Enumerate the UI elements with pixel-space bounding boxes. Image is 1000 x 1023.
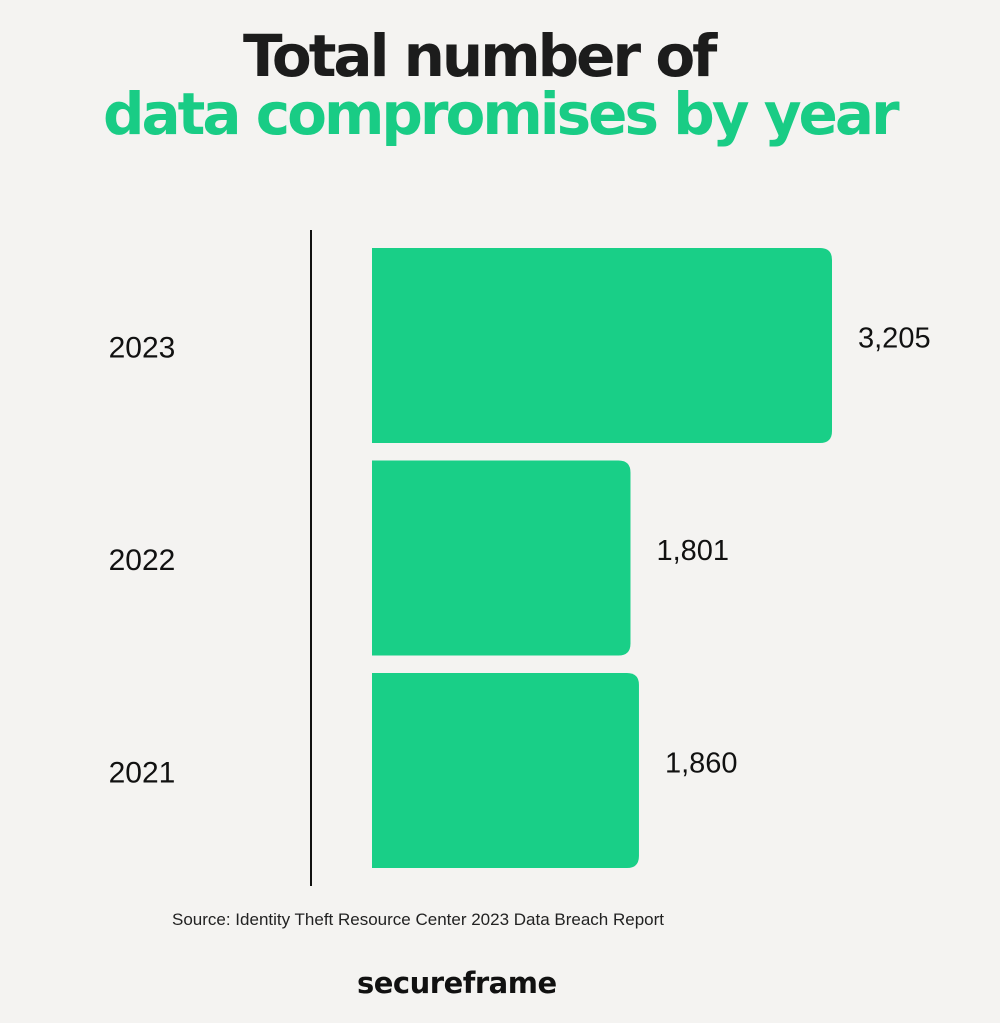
bar-2022 [372,460,631,656]
chart-title-line1: Total number of [243,22,717,90]
category-label-2023: 2023 [109,332,176,365]
category-label-2021: 2021 [109,757,176,790]
secureframe-logo: secureframe [357,966,557,1000]
category-label-2022: 2022 [109,544,176,577]
bar-2023 [372,248,832,443]
value-label-2022: 1,801 [656,535,729,567]
bars-group: 2023 3,205 2022 1,801 2021 1,860 [109,248,931,868]
chart-title-line2: data compromises by year [103,80,900,148]
source-note: Source: Identity Theft Resource Center 2… [172,910,665,929]
value-label-2023: 3,205 [858,323,931,355]
value-label-2021: 1,860 [665,748,738,780]
bar-2021 [372,673,639,868]
